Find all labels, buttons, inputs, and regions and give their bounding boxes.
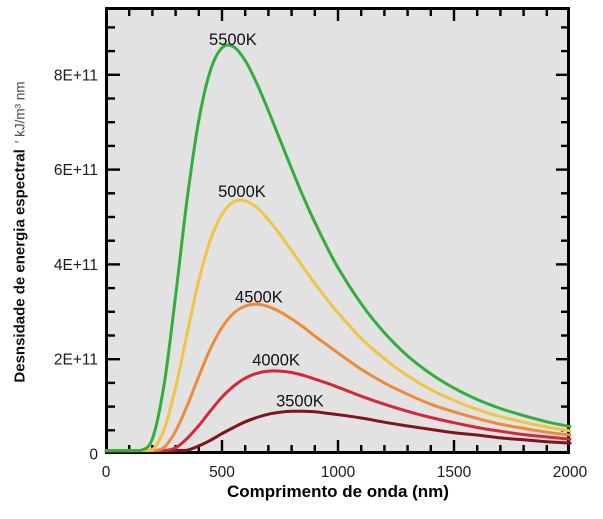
- y-axis-title: Desnsidade de energia espectral ′ kJ/m³ …: [0, 0, 40, 492]
- x-tick-label: 2000: [553, 464, 588, 481]
- x-tick-label: 0: [102, 464, 111, 481]
- y-tick-label: 0: [89, 447, 98, 464]
- curve-label-5500k: 5500K: [209, 31, 257, 49]
- curve-4000k: [104, 369, 572, 453]
- curve-label-4000k: 4000K: [252, 352, 300, 370]
- curve-label-3500k: 3500K: [276, 392, 324, 410]
- curve-label-4500k: 4500K: [235, 289, 283, 307]
- x-axis-title: Comprimento de onda (nm): [227, 482, 449, 501]
- y-tick-label: 8E+11: [54, 67, 98, 84]
- x-tick-label: 1500: [437, 464, 472, 481]
- curve-3500k: [104, 409, 572, 453]
- y-axis-title-text: Desnsidade de energia espectral: [11, 149, 28, 383]
- x-tick-label: 500: [209, 464, 235, 481]
- x-tick-label: 1000: [321, 464, 356, 481]
- curve-5000k: [104, 198, 572, 453]
- curve-4500k: [104, 302, 572, 453]
- curve-5500k: [104, 43, 572, 453]
- curve-label-5000k: 5000K: [218, 183, 266, 201]
- y-axis-unit-text: ′ kJ/m³ nm: [12, 81, 27, 144]
- y-tick-label: 2E+11: [54, 352, 98, 369]
- y-tick-label: 4E+11: [54, 257, 98, 274]
- y-tick-label: 6E+11: [54, 162, 98, 179]
